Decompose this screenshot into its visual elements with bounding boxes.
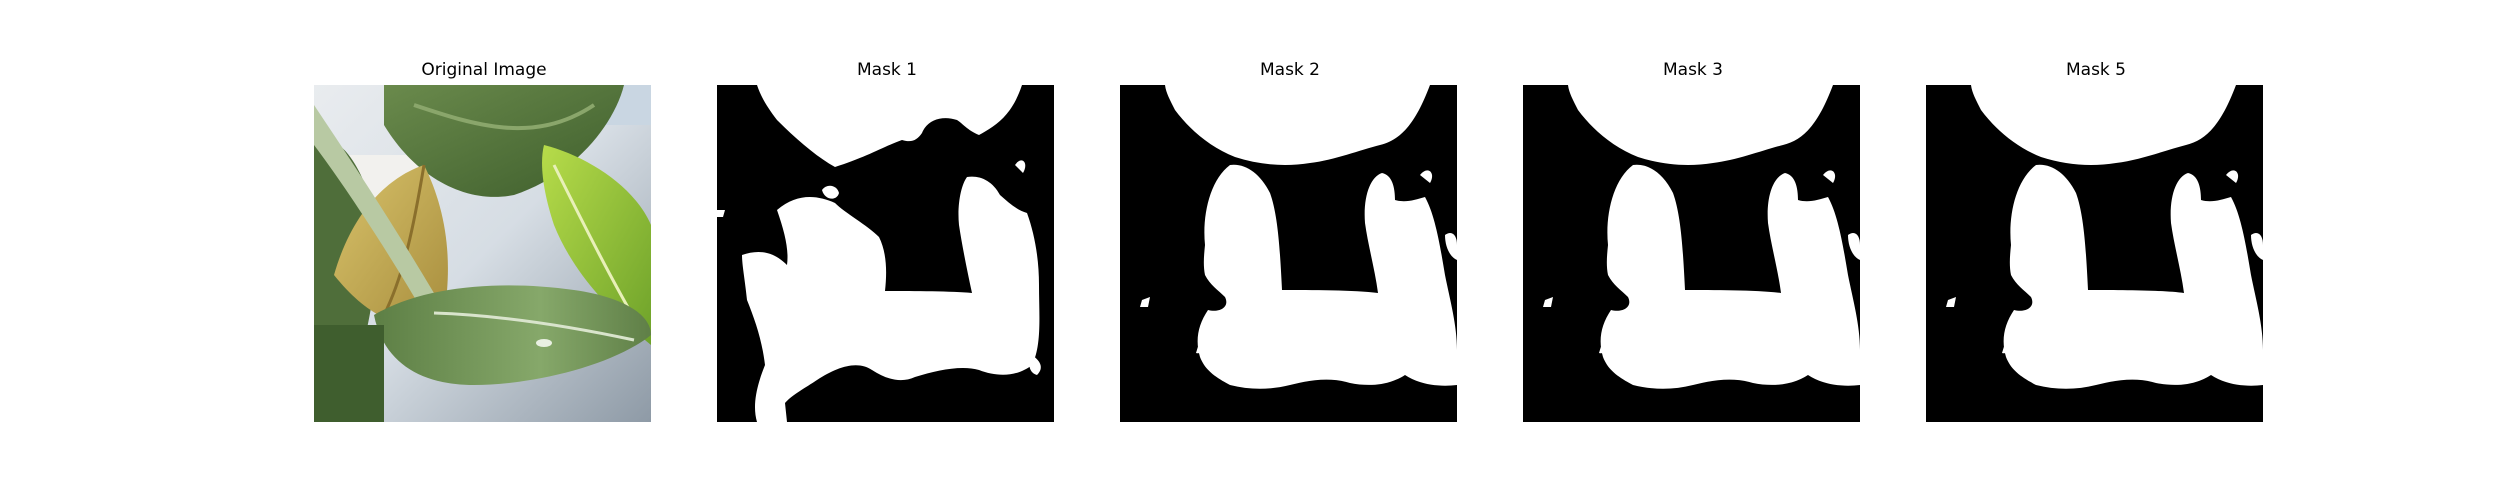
panel-mask-3: Mask 3: [1523, 0, 1863, 500]
mask-image: [1523, 85, 1860, 422]
panel-original-image: Original Image: [314, 0, 654, 500]
panel-mask-2: Mask 2: [1120, 0, 1460, 500]
mask-1-image: [717, 85, 1054, 422]
mask-image: [1120, 85, 1457, 422]
mask-2-image: [1120, 85, 1457, 422]
mask-3-image: [1523, 85, 1860, 422]
mask-image: [1926, 85, 2263, 422]
panel-mask-5: Mask 5: [1926, 0, 2266, 500]
panel-title: Mask 2: [1259, 60, 1320, 80]
leaf-photo: [314, 85, 651, 422]
mask-image: [717, 85, 1054, 422]
panel-mask-1: Mask 1: [717, 0, 1057, 500]
panel-title: Mask 3: [1662, 60, 1723, 80]
panel-title: Mask 5: [2065, 60, 2126, 80]
mask-5-image: [1926, 85, 2263, 422]
original-image: [314, 85, 651, 422]
panel-title: Mask 1: [856, 60, 917, 80]
panel-title: Original Image: [421, 60, 547, 80]
